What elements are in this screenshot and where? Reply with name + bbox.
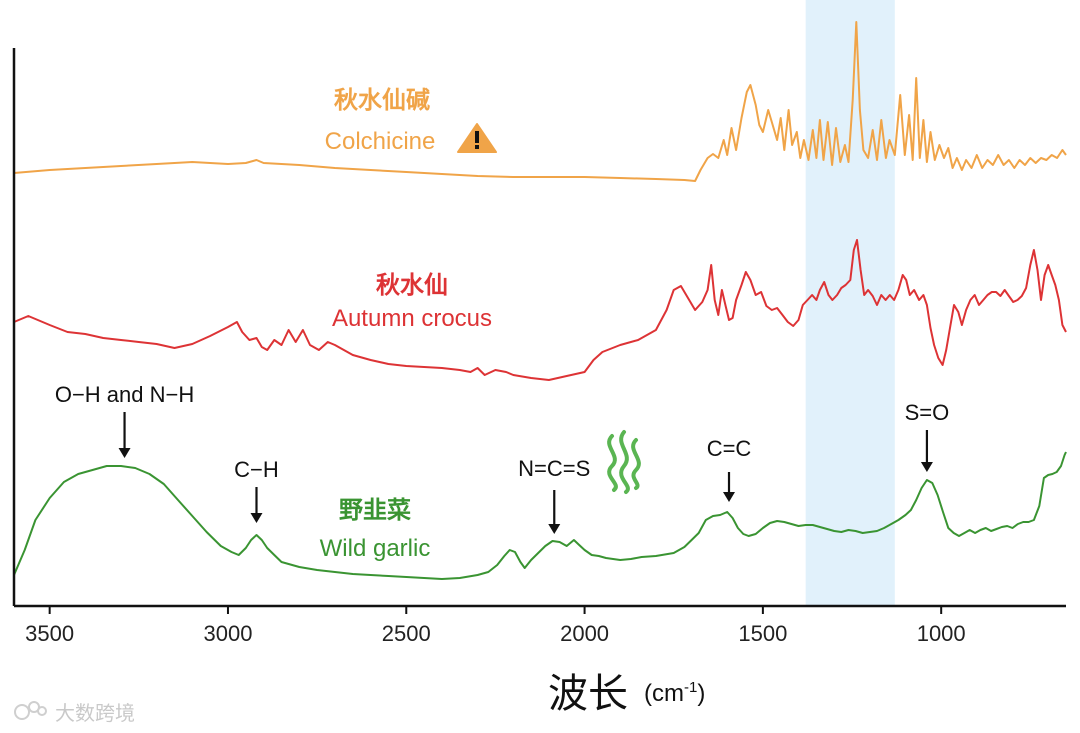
x-axis-unit-base: (cm (644, 680, 684, 707)
x-tick-label: 3500 (25, 621, 74, 646)
peak-annotations: O−H and N−H C−H N=C=S C=C S=O (55, 382, 949, 534)
x-tick-label: 1500 (738, 621, 787, 646)
highlight-band (805, 0, 895, 606)
x-tick-label: 2000 (560, 621, 609, 646)
x-tick-label: 2500 (382, 621, 431, 646)
annotation-arrowhead-cc (723, 492, 736, 502)
autumn-crocus-label-en: Autumn crocus (332, 305, 492, 332)
x-axis-unit-exp: -1 (684, 679, 697, 696)
annotation-cc: C=C (707, 436, 752, 461)
odor-waves-icon (607, 430, 641, 494)
watermark-text: 大数跨境 (55, 701, 135, 725)
series-line-colchicine (13, 21, 1067, 182)
watermark-logo-icon (14, 701, 47, 720)
colchicine-label-cn: 秋水仙碱 (334, 86, 430, 114)
x-tick-label: 3000 (203, 621, 252, 646)
colchicine-label-en: Colchicine (325, 128, 436, 155)
annotation-arrowhead-ch (250, 513, 263, 523)
annotation-arrowhead-so (920, 462, 933, 472)
series-line-autumn-crocus (13, 239, 1067, 381)
series-layer (13, 21, 1067, 580)
x-ticks: 3500 3000 2500 2000 1500 1000 (25, 606, 966, 646)
watermark: 大数跨境 (14, 701, 135, 725)
autumn-crocus-label-cn: 秋水仙 (376, 271, 448, 299)
wild-garlic-label-en: Wild garlic (320, 535, 431, 562)
series-line-wild-garlic (13, 451, 1067, 580)
x-tick-label: 1000 (917, 621, 966, 646)
x-axis-unit-close: ) (697, 680, 705, 707)
x-axis-label: 波长 (548, 671, 628, 717)
wild-garlic-label-cn: 野韭菜 (339, 496, 411, 524)
annotation-oh-nh: O−H and N−H (55, 382, 194, 407)
annotation-ncs: N=C=S (518, 456, 590, 481)
annotation-ch: C−H (234, 457, 279, 482)
x-axis-unit: (cm-1) (644, 679, 705, 707)
annotation-arrowhead-ncs (548, 524, 561, 534)
annotation-arrowhead-oh-nh (118, 448, 131, 458)
warning-triangle-icon (457, 123, 497, 153)
annotation-so: S=O (905, 400, 950, 425)
